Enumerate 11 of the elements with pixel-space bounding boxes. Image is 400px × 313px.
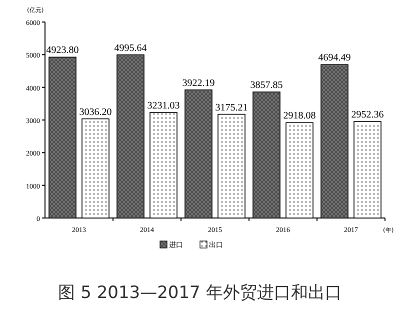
text: 3922.19 (182, 78, 215, 89)
text: 2952.36 (351, 110, 384, 121)
text: 4923.80 (46, 45, 79, 56)
text: 4995.64 (114, 42, 147, 54)
text: 3036.20 (79, 106, 112, 118)
text: 3175.21 (215, 102, 248, 114)
text: 图 5 2013—2017 年外贸进口和出口 (58, 283, 342, 303)
text: 3231.03 (147, 100, 180, 112)
text: 4694.49 (318, 52, 351, 64)
text: 3857.85 (250, 80, 283, 91)
text: 2918.08 (283, 110, 316, 122)
